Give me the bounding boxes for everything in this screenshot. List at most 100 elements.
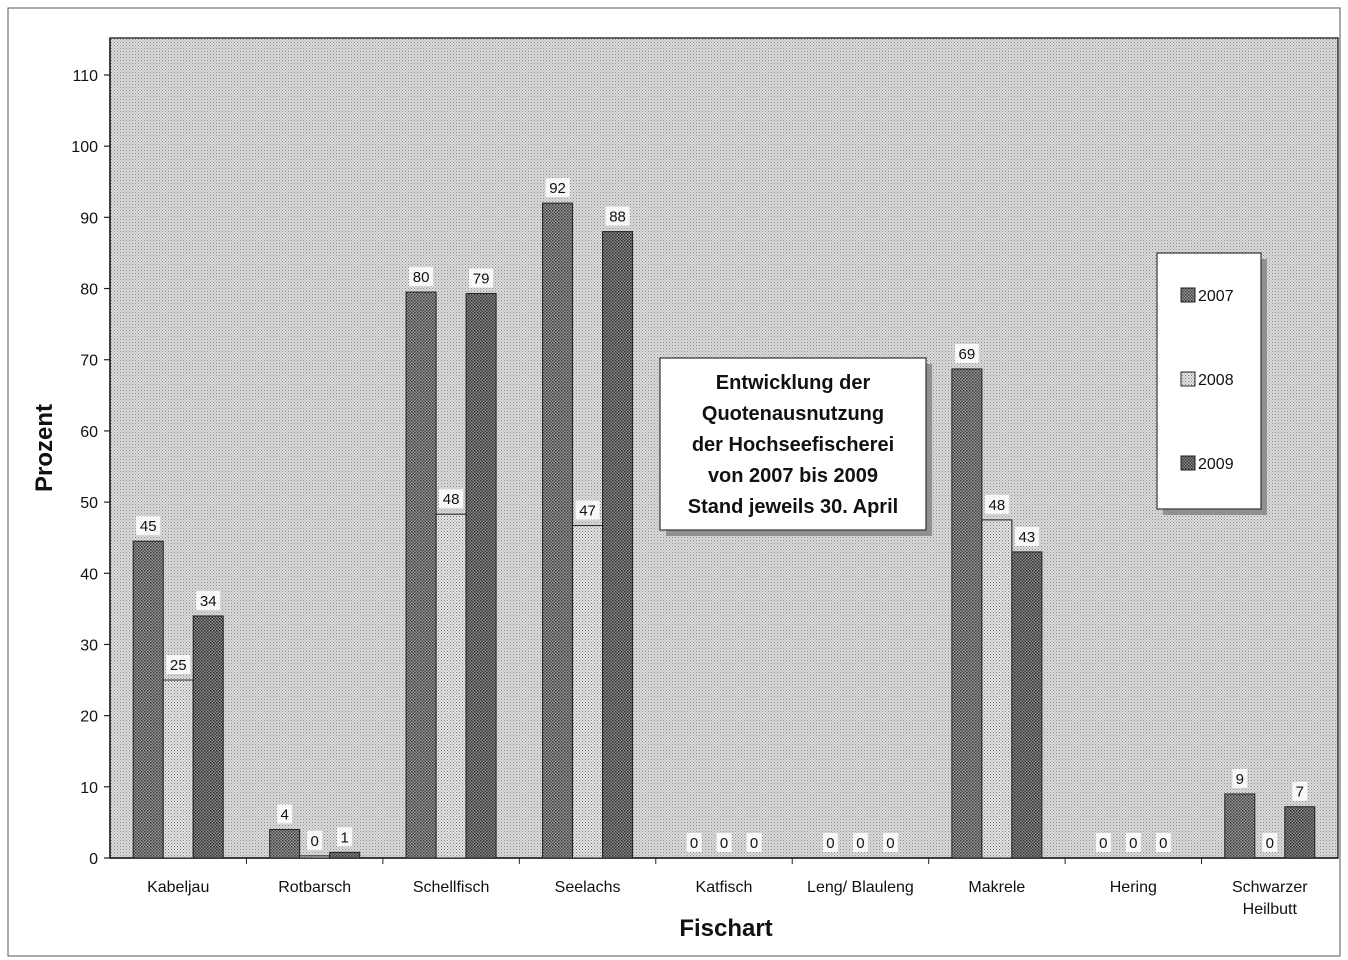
chart-title-line: von 2007 bis 2009 [708, 465, 878, 487]
data-label-bg [337, 827, 353, 847]
x-tick-label: Leng/ Blauleng [807, 879, 914, 896]
data-label-bg [277, 804, 293, 824]
legend-label: 2008 [1198, 372, 1234, 389]
data-label: 0 [720, 835, 728, 852]
x-tick-label: Hering [1110, 879, 1157, 896]
data-label-bg [822, 833, 838, 852]
legend: 2007 2008 2009 [1156, 252, 1267, 515]
x-tick-label: Schellfisch [413, 879, 489, 896]
data-label: 47 [579, 503, 596, 520]
bar [329, 851, 361, 859]
data-label-bg [307, 830, 323, 850]
data-label-bg [686, 833, 702, 852]
x-tick-label: Rotbarsch [278, 879, 351, 896]
legend-swatch [1180, 455, 1196, 471]
y-tick-label: 70 [80, 353, 98, 370]
data-label: 69 [959, 346, 976, 363]
y-tick-label: 10 [80, 780, 98, 797]
y-tick-label: 90 [80, 210, 98, 227]
data-label-bg [545, 178, 570, 198]
data-label: 48 [443, 491, 460, 508]
data-label: 79 [473, 271, 490, 288]
chart-title-line: der Hochseefischerei [692, 434, 894, 456]
legend-label: 2009 [1198, 456, 1234, 473]
data-label-bg [196, 590, 221, 610]
data-label-bg [1014, 526, 1039, 546]
bar [405, 291, 437, 859]
legend-label: 2007 [1198, 288, 1234, 305]
x-tick-label: Makrele [968, 879, 1025, 896]
data-label-bg [852, 833, 868, 852]
data-label-bg [1095, 833, 1111, 852]
y-tick-label: 60 [80, 424, 98, 441]
data-label-bg [439, 489, 464, 509]
data-label: 0 [310, 833, 318, 850]
data-label-bg [605, 206, 630, 226]
y-tick-label: 40 [80, 566, 98, 583]
y-axis-title: Prozent [31, 404, 58, 492]
bar [435, 513, 467, 859]
data-label-bg [136, 516, 161, 536]
data-label: 45 [140, 518, 157, 535]
data-label: 0 [1099, 835, 1107, 852]
data-label: 7 [1296, 784, 1304, 801]
y-tick-label: 80 [80, 282, 98, 299]
chart-title-line: Quotenausnutzung [702, 403, 884, 425]
x-tick-label: Heilbutt [1243, 901, 1298, 918]
data-label-bg [716, 833, 732, 852]
y-tick-label: 110 [72, 68, 98, 85]
y-tick-label: 0 [89, 851, 98, 868]
y-tick-label: 30 [80, 637, 98, 654]
data-label: 0 [1129, 835, 1137, 852]
bar [602, 231, 634, 859]
data-label-bg [469, 268, 494, 288]
bar [192, 615, 224, 859]
data-label-bg [984, 494, 1009, 514]
bar [1284, 806, 1316, 859]
data-label: 0 [856, 835, 864, 852]
y-tick-label: 50 [80, 495, 98, 512]
data-label-bg [409, 267, 434, 287]
y-tick-label: 100 [71, 139, 98, 156]
data-label-bg [1155, 833, 1171, 852]
chart-title-box: Entwicklung der Quotenausnutzung der Hochs… [659, 357, 932, 536]
chart-title-line: Stand jeweils 30. April [688, 496, 898, 518]
data-label: 43 [1019, 529, 1036, 546]
data-label: 0 [1159, 835, 1167, 852]
x-tick-label: Katfisch [696, 879, 753, 896]
data-labels: 45 25 34 4 0 1 80 48 79 92 47 88 0 0 0 0 0 0 69 48 43 0 0 0 9 0 7 [136, 178, 1308, 852]
data-label: 4 [280, 807, 288, 824]
bar [1011, 551, 1043, 859]
x-tick-label: Kabeljau [147, 879, 209, 896]
data-label: 88 [609, 209, 626, 226]
data-label: 0 [886, 835, 894, 852]
bar [132, 540, 164, 859]
bar [572, 525, 604, 859]
data-label: 80 [413, 269, 430, 286]
data-label: 48 [989, 497, 1006, 514]
data-label: 25 [170, 657, 187, 674]
legend-swatch [1180, 287, 1196, 303]
bar [951, 368, 983, 859]
data-label: 1 [340, 829, 348, 846]
bar [542, 202, 574, 859]
bar [299, 855, 331, 859]
bars [132, 202, 1316, 859]
chart-title-line: Entwicklung der [716, 372, 871, 394]
bar [465, 293, 497, 859]
data-label-bg [1232, 768, 1248, 788]
data-label: 9 [1236, 771, 1244, 788]
bar [162, 679, 194, 859]
data-label-bg [882, 833, 898, 852]
legend-swatch [1180, 371, 1196, 387]
bar [1224, 793, 1256, 859]
data-label-bg [166, 655, 191, 675]
data-label: 0 [1266, 835, 1274, 852]
data-label-bg [954, 343, 979, 363]
data-label-bg [746, 833, 762, 852]
data-label-bg [1125, 833, 1141, 852]
y-tick-label: 20 [80, 709, 98, 726]
data-label: 34 [200, 593, 217, 610]
data-label: 0 [690, 835, 698, 852]
